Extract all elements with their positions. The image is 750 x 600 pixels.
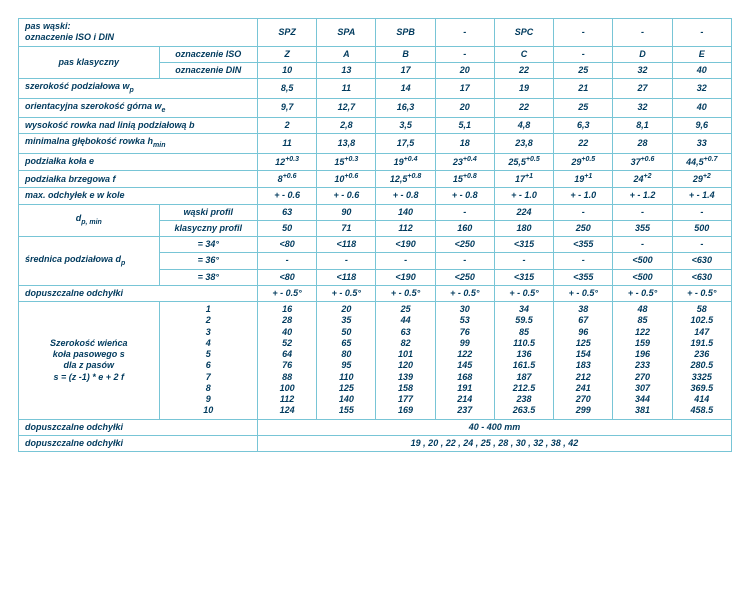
table-row: max. odchyłek e w kole+ - 0.6+ - 0.6+ - …: [19, 188, 732, 204]
row-footer-1: dopuszczalne odchyłki 40 - 400 mm: [19, 419, 732, 435]
sub-iso: oznaczenie ISO: [159, 46, 257, 62]
row-label: orientacyjna szerokość górna we: [19, 98, 258, 118]
row-dp-1: średnica podziałowa dp = 34° <80 <118 <1…: [19, 237, 732, 253]
table-row: orientacyjna szerokość górna we9,712,716…: [19, 98, 732, 118]
col-spa: SPA: [317, 19, 376, 47]
row-tol-deg: dopuszczalne odchyłki + - 0.5° + - 0.5° …: [19, 285, 732, 301]
row-label: podziałka brzegowa f: [19, 171, 258, 188]
col-spz: SPZ: [257, 19, 316, 47]
sub-din: oznaczenie DIN: [159, 62, 257, 78]
col-dash2: -: [554, 19, 613, 47]
col-spb: SPB: [376, 19, 435, 47]
header-row-iso-din: pas wąski:oznaczenie ISO i DIN SPZ SPA S…: [19, 19, 732, 47]
row-footer-2: dopuszczalne odchyłki 19 , 20 , 22 , 24 …: [19, 435, 732, 451]
hdr-classic-belt: pas klasyczny: [19, 46, 160, 79]
row-label: wysokość rowka nad linią podziałową b: [19, 118, 258, 134]
row-label: szerokość podziałowa wp: [19, 79, 258, 99]
label-dpmin: dp, min: [19, 204, 160, 237]
table-row: wysokość rowka nad linią podziałową b22,…: [19, 118, 732, 134]
hdr-narrow-belt: pas wąski:oznaczenie ISO i DIN: [19, 19, 258, 47]
table-row: podziałka brzegowa f8+0.610+0.612,5+0.81…: [19, 171, 732, 188]
belt-pulley-table: pas wąski:oznaczenie ISO i DIN SPZ SPA S…: [18, 18, 732, 452]
row-label: podziałka koła e: [19, 153, 258, 170]
table-row: minimalna głębokość rowka hmin1113,817,5…: [19, 134, 732, 154]
table-row: szerokość podziałowa wp8,511141719212732: [19, 79, 732, 99]
table-row: podziałka koła e12+0.315+0.319+0.423+0.4…: [19, 153, 732, 170]
row-dpmin-1: dp, min wąski profil 63 90 140 - 224 - -…: [19, 204, 732, 220]
col-dash3: -: [613, 19, 672, 47]
row-label: max. odchyłek e w kole: [19, 188, 258, 204]
label-width: Szerokość wieńcakoła pasowego sdla z pas…: [19, 302, 160, 420]
table-wrapper: pas wąski:oznaczenie ISO i DIN SPZ SPA S…: [18, 18, 732, 452]
row-width-block: Szerokość wieńcakoła pasowego sdla z pas…: [19, 302, 732, 420]
width-idx: 12345678910: [159, 302, 257, 420]
header-row-classic-iso: pas klasyczny oznaczenie ISO Z A B - C -…: [19, 46, 732, 62]
row-label: minimalna głębokość rowka hmin: [19, 134, 258, 154]
col-dash4: -: [672, 19, 731, 47]
label-dp: średnica podziałowa dp: [19, 237, 160, 286]
col-dash1: -: [435, 19, 494, 47]
col-spc: SPC: [494, 19, 553, 47]
